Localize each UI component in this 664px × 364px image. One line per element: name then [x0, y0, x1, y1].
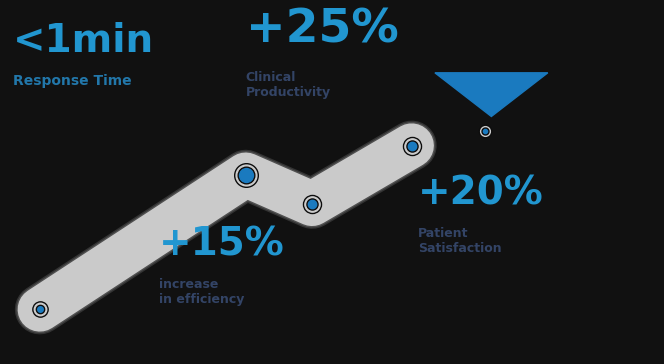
Text: +20%: +20%: [418, 175, 544, 213]
Text: <1min: <1min: [13, 22, 155, 60]
Text: +25%: +25%: [246, 7, 398, 52]
Text: +15%: +15%: [159, 226, 285, 264]
Text: Patient
Satisfaction: Patient Satisfaction: [418, 227, 502, 255]
Text: Response Time: Response Time: [13, 74, 132, 88]
Text: increase
in efficiency: increase in efficiency: [159, 278, 245, 306]
Text: Clinical
Productivity: Clinical Productivity: [246, 71, 331, 99]
Polygon shape: [435, 73, 548, 116]
